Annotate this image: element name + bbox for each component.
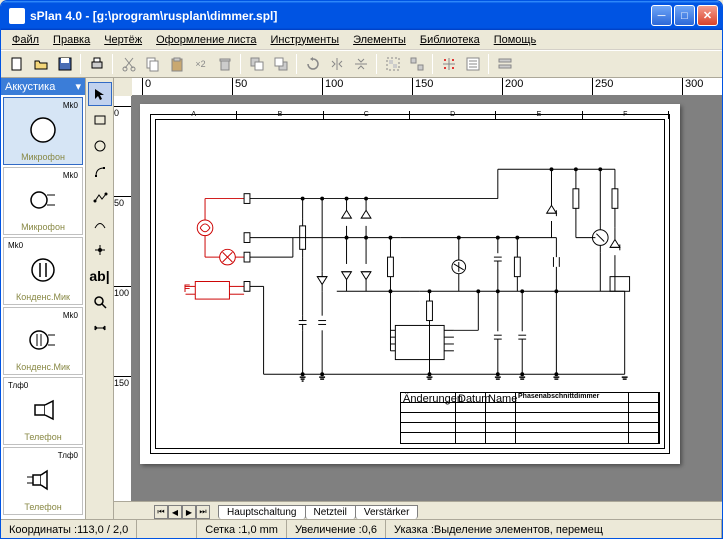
menu-library[interactable]: Библиотека [413,32,487,48]
circle-tool[interactable] [88,134,112,158]
save-button[interactable] [53,53,76,75]
menu-drawing[interactable]: Чертёж [97,32,149,48]
node-tool[interactable] [88,238,112,262]
canvas-area: 0 50 100 150 200 250 300 0 50 100 150 [114,78,722,519]
category-label: Аккустика [5,81,55,93]
duplicate-button[interactable]: ×2 [189,53,212,75]
tool-palette: ab| [86,78,114,519]
menu-elements[interactable]: Элементы [346,32,413,48]
status-grid: Сетка : 1,0 mm [197,520,287,539]
open-button[interactable] [29,53,52,75]
titleblock: ÄnderungenDatumNamePhasenabschnittdimmer [400,392,660,444]
ruler-horizontal: 0 50 100 150 200 250 300 [132,78,722,96]
column-headers: ABCDEF [151,111,669,119]
minimize-button[interactable]: ─ [651,5,672,26]
mirror-v-button[interactable] [349,53,372,75]
text-tool[interactable]: ab| [88,264,112,288]
lib-item-microphone-2[interactable]: Mk0 Микрофон [3,167,83,235]
titlebar: sPlan 4.0 - [g:\program\rusplan\dimmer.s… [1,1,722,30]
sheet-tab-3[interactable]: Verstärker [355,505,419,519]
tab-prev-button[interactable]: ◀ [168,505,182,519]
close-button[interactable]: ✕ [697,5,718,26]
library-sidebar: Аккустика ▾ Mk0 Микрофон Mk0 Микрофон Mk… [1,78,86,519]
chevron-down-icon: ▾ [75,80,81,93]
snap-button[interactable] [437,53,460,75]
app-icon [9,8,25,24]
status-hint: Указка : Выделение элементов, перемещ [386,520,722,539]
ruler-vertical: 0 50 100 150 [114,96,132,501]
front-button[interactable] [245,53,268,75]
toolbar: ×2 [1,50,722,78]
measure-tool[interactable] [88,316,112,340]
list-button[interactable] [461,53,484,75]
maximize-button[interactable]: □ [674,5,695,26]
rotate-button[interactable] [301,53,324,75]
category-tab[interactable]: Аккустика ▾ [1,78,85,95]
print-button[interactable] [85,53,108,75]
shape-tool[interactable] [88,160,112,184]
bezier-tool[interactable] [88,212,112,236]
lib-item-phone-2[interactable]: Тлф0 Телефон [3,447,83,515]
menu-edit[interactable]: Правка [46,32,97,48]
workarea: Аккустика ▾ Mk0 Микрофон Mk0 Микрофон Mk… [1,78,722,519]
drawing-sheet: ABCDEF [140,104,680,464]
pointer-tool[interactable] [88,82,112,106]
back-button[interactable] [269,53,292,75]
lib-item-phone-1[interactable]: Тлф0 Телефон [3,377,83,445]
schematic-drawing: F [166,140,654,394]
tab-next-button[interactable]: ▶ [182,505,196,519]
menu-help[interactable]: Помощь [487,32,544,48]
rect-tool[interactable] [88,108,112,132]
polyline-tool[interactable] [88,186,112,210]
sheet-tabs: ⏮ ◀ ▶ ⏭ Hauptschaltung Netzteil Verstärk… [114,501,722,519]
options-button[interactable] [493,53,516,75]
svg-text:F: F [184,283,191,295]
app-window: sPlan 4.0 - [g:\program\rusplan\dimmer.s… [0,0,723,539]
menubar: Файл Правка Чертёж Оформление листа Инст… [1,30,722,50]
copy-button[interactable] [141,53,164,75]
statusbar: Координаты : 113,0 / 2,0 Сетка : 1,0 mm … [1,519,722,539]
sheet-tab-1[interactable]: Hauptschaltung [218,505,306,519]
tab-first-button[interactable]: ⏮ [154,505,168,519]
canvas[interactable]: ABCDEF [132,96,722,501]
sheet-tab-2[interactable]: Netzteil [305,505,356,519]
window-buttons: ─ □ ✕ [651,5,718,26]
zoom-tool[interactable] [88,290,112,314]
group-button[interactable] [381,53,404,75]
tab-last-button[interactable]: ⏭ [196,505,210,519]
menu-file[interactable]: Файл [5,32,46,48]
delete-button[interactable] [213,53,236,75]
paste-button[interactable] [165,53,188,75]
status-coords: Координаты : 113,0 / 2,0 [1,520,137,539]
menu-sheet[interactable]: Оформление листа [149,32,263,48]
library-items: Mk0 Микрофон Mk0 Микрофон Mk0 Конденс.Ми… [1,95,85,519]
window-title: sPlan 4.0 - [g:\program\rusplan\dimmer.s… [30,9,651,23]
status-zoom: Увеличение : 0,6 [287,520,386,539]
ungroup-button[interactable] [405,53,428,75]
lib-item-condenser-mic-1[interactable]: Mk0 Конденс.Мик [3,237,83,305]
cut-button[interactable] [117,53,140,75]
menu-tools[interactable]: Инструменты [264,32,347,48]
mirror-h-button[interactable] [325,53,348,75]
new-button[interactable] [5,53,28,75]
lib-item-condenser-mic-2[interactable]: Mk0 Конденс.Мик [3,307,83,375]
lib-item-microphone-1[interactable]: Mk0 Микрофон [3,97,83,165]
